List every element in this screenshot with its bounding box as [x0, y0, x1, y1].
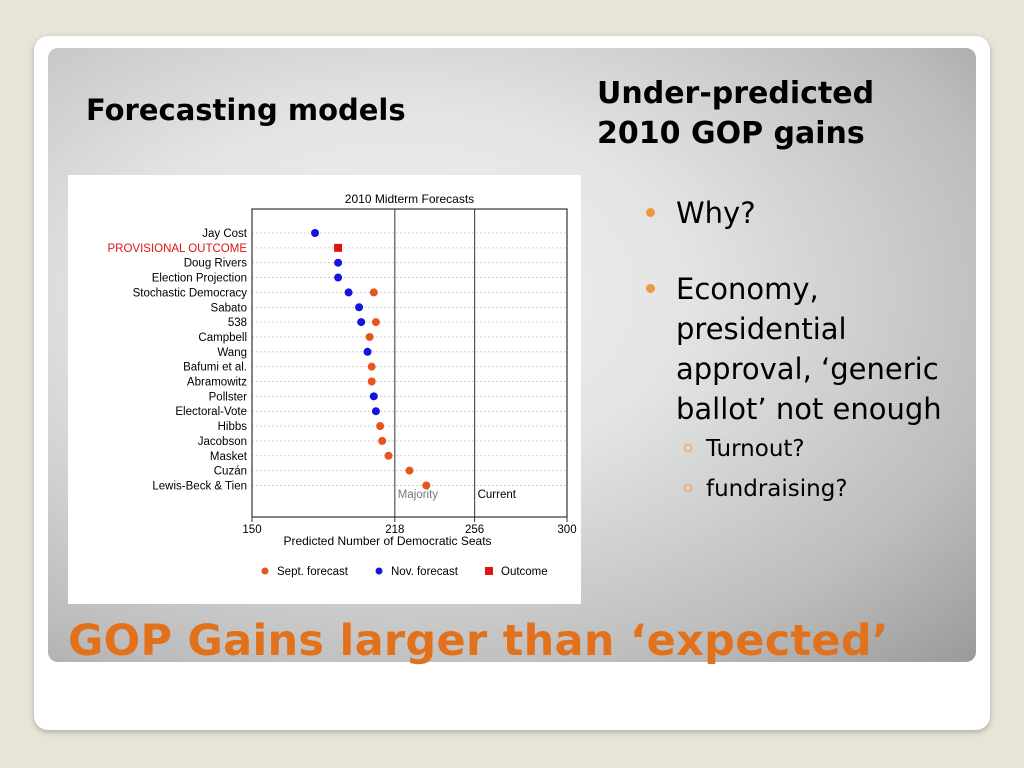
forecast-point: [367, 362, 376, 371]
category-label: Jacobson: [198, 436, 247, 448]
sub-bullet-text: fundraising?: [706, 476, 848, 502]
bullet-dot-icon: [646, 208, 655, 217]
category-label: Stochastic Democracy: [133, 287, 248, 299]
legend-label: Sept. forecast: [277, 566, 349, 578]
forecast-point: [357, 318, 366, 327]
x-tick-label: 256: [465, 524, 484, 536]
category-label: Sabato: [211, 302, 247, 314]
sub-bullet-ring-icon: [684, 484, 692, 492]
legend-label: Nov. forecast: [391, 566, 459, 578]
legend-marker: [261, 567, 269, 575]
slide-title: GOP Gains larger than ‘expected’: [68, 616, 889, 666]
x-tick-label: 150: [242, 524, 261, 536]
category-label: Jay Cost: [202, 228, 248, 240]
sub-bullet-item: Turnout?: [646, 429, 956, 469]
bullet-text: Economy, presidential approval, ‘generic…: [676, 272, 942, 426]
forecast-point: [422, 481, 431, 490]
x-tick-label: 300: [557, 524, 576, 536]
bullet-list: Why? Economy, presidential approval, ‘ge…: [646, 193, 956, 509]
forecast-point: [371, 407, 380, 416]
forecast-chart-svg: 2010 Midterm Forecasts Jay Cost PROVISIONA…: [107, 192, 576, 578]
outcome-marker: [334, 243, 343, 252]
bullet-text: Why?: [676, 196, 756, 230]
forecast-point: [369, 288, 378, 297]
category-label: Hibbs: [218, 421, 248, 433]
x-axis-label: Predicted Number of Democratic Seats: [283, 534, 491, 548]
reference-label: Majority: [398, 489, 439, 501]
sub-bullet-item: fundraising?: [646, 469, 956, 509]
x-tick-label: 218: [385, 524, 404, 536]
category-label: PROVISIONAL OUTCOME: [107, 243, 247, 255]
forecast-point: [367, 377, 376, 386]
right-heading-line-1: Under-predicted: [597, 76, 875, 111]
forecast-point: [365, 332, 374, 341]
legend-label: Outcome: [501, 566, 548, 578]
reference-label: Current: [478, 489, 517, 501]
category-label: Cuzán: [214, 466, 247, 478]
forecast-point: [384, 451, 393, 460]
forecast-point: [311, 229, 319, 237]
category-label: Masket: [210, 451, 248, 463]
forecast-point: [334, 273, 343, 282]
legend-marker: [485, 567, 493, 575]
category-label: Bafumi et al.: [183, 362, 247, 374]
category-label: Electoral-Vote: [175, 406, 247, 418]
sub-bullet-ring-icon: [684, 444, 692, 452]
forecast-point: [378, 436, 387, 445]
category-label: Campbell: [198, 332, 247, 344]
bullet-item: Economy, presidential approval, ‘generic…: [646, 269, 956, 429]
chart-title: 2010 Midterm Forecasts: [345, 192, 474, 206]
forecast-point: [344, 288, 353, 297]
category-label: Lewis-Beck & Tien: [152, 480, 247, 492]
category-label: Pollster: [209, 391, 248, 403]
right-heading: Under-predicted 2010 GOP gains: [597, 74, 957, 154]
right-heading-line-2: 2010 GOP gains: [597, 116, 865, 151]
left-heading: Forecasting models: [86, 93, 406, 127]
category-label: 538: [228, 317, 247, 329]
bullet-item: Why?: [646, 193, 956, 233]
category-label: Abramowitz: [187, 377, 247, 389]
forecast-chart: 2010 Midterm Forecasts Jay Cost PROVISIONA…: [68, 175, 581, 604]
bullet-dot-icon: [646, 284, 655, 293]
forecast-point: [334, 258, 343, 267]
category-label: Election Projection: [152, 273, 247, 285]
forecast-point: [369, 392, 378, 401]
forecast-point: [376, 422, 385, 431]
forecast-point: [363, 347, 372, 356]
legend-marker: [375, 567, 383, 575]
category-label: Doug Rivers: [184, 258, 248, 270]
forecast-point: [371, 318, 380, 327]
category-label: Wang: [217, 347, 247, 359]
plot-frame: [251, 208, 568, 518]
forecast-point: [405, 466, 414, 475]
sub-bullet-text: Turnout?: [706, 436, 805, 462]
forecast-point: [355, 303, 364, 312]
